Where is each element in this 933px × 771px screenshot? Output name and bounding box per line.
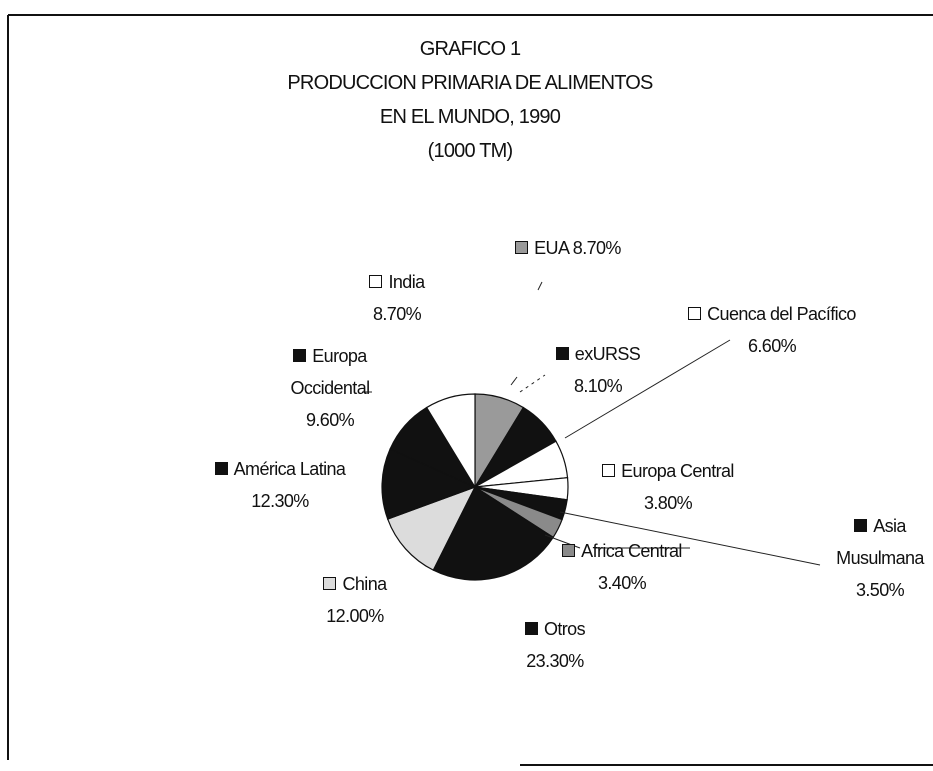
pie-slice: [386, 485, 477, 571]
label-name: EUA: [515, 238, 573, 258]
leader-line: [537, 281, 543, 291]
data-label: Cuenca del Pacífico 6.60%: [687, 298, 857, 362]
pie-slice: [432, 486, 555, 581]
leader-line: [510, 376, 518, 386]
category-label: Africa Central: [581, 541, 682, 561]
data-label: Otros 23.30%: [485, 613, 625, 677]
chart-title: PRODUCCION PRIMARIA DE ALIMENTOS: [287, 72, 653, 94]
category-label: India: [388, 272, 425, 292]
category-label: EUA: [534, 238, 569, 258]
category-label: China: [342, 574, 387, 594]
category-label: Otros: [543, 619, 586, 639]
label-name: Europa Central: [578, 455, 758, 487]
chart-title: EN EL MUNDO, 1990: [379, 106, 561, 128]
label-name: Asia Musulmana: [815, 510, 933, 574]
value-label: 23.30%: [526, 651, 584, 671]
value-label: 8.10%: [573, 376, 623, 396]
legend-swatch: [562, 544, 576, 557]
legend-swatch: [524, 622, 538, 635]
category-label: Asia Musulmana: [836, 516, 924, 568]
legend-swatch: [214, 462, 228, 475]
data-label: América Latina 12.30%: [195, 453, 365, 517]
pie-slice: [425, 393, 476, 490]
data-label: Europa Occidental 9.60%: [255, 340, 405, 436]
category-label: Europa Occidental: [290, 346, 370, 398]
legend-swatch: [602, 464, 616, 477]
pie: [381, 393, 569, 581]
legend-swatch: [515, 241, 529, 254]
leader-line: [519, 374, 546, 393]
label-name: India: [327, 266, 467, 298]
data-label: exURSS 8.10%: [528, 338, 668, 402]
pie-slice: [381, 448, 477, 520]
label-name: Cuenca del Pacífico: [687, 298, 857, 330]
label-name: Otros: [485, 613, 625, 645]
category-label: Europa Central: [621, 461, 734, 481]
legend-swatch: [293, 349, 307, 362]
chart-subtitle: (1000 TM): [427, 140, 513, 162]
label-name: Europa Occidental: [255, 340, 405, 404]
value-label: 12.00%: [326, 606, 384, 626]
chart-title: GRAFICO 1: [419, 38, 521, 60]
category-label: América Latina: [233, 459, 346, 479]
legend-swatch: [555, 347, 569, 360]
data-label: EUA 8.70%: [468, 232, 668, 264]
value-label: 3.80%: [643, 493, 693, 513]
label-name: exURSS: [528, 338, 668, 370]
category-label: Cuenca del Pacífico: [707, 304, 856, 324]
data-label: India 8.70%: [327, 266, 467, 330]
data-label: Asia Musulmana 3.50%: [815, 510, 933, 606]
data-label: China 12.00%: [285, 568, 425, 632]
value-label: 12.30%: [251, 491, 309, 511]
value-label: 3.40%: [597, 573, 647, 593]
legend-swatch: [369, 275, 383, 288]
legend-swatch: [854, 519, 868, 532]
value-label: 3.50%: [855, 580, 905, 600]
legend-swatch: [688, 307, 702, 320]
label-name: China: [285, 568, 425, 600]
leader-line: [564, 339, 731, 439]
value-label: 6.60%: [747, 336, 797, 356]
label-name: América Latina: [195, 453, 365, 485]
legend-swatch: [323, 577, 337, 590]
value-label: 8.70%: [372, 304, 422, 324]
data-label: Europa Central 3.80%: [578, 455, 758, 519]
data-label: Africa Central 3.40%: [542, 535, 702, 599]
leader-line: [559, 511, 821, 566]
category-label: exURSS: [574, 344, 641, 364]
value-label: 9.60%: [305, 410, 355, 430]
value-label: 8.70%: [572, 238, 622, 258]
label-name: Africa Central: [542, 535, 702, 567]
